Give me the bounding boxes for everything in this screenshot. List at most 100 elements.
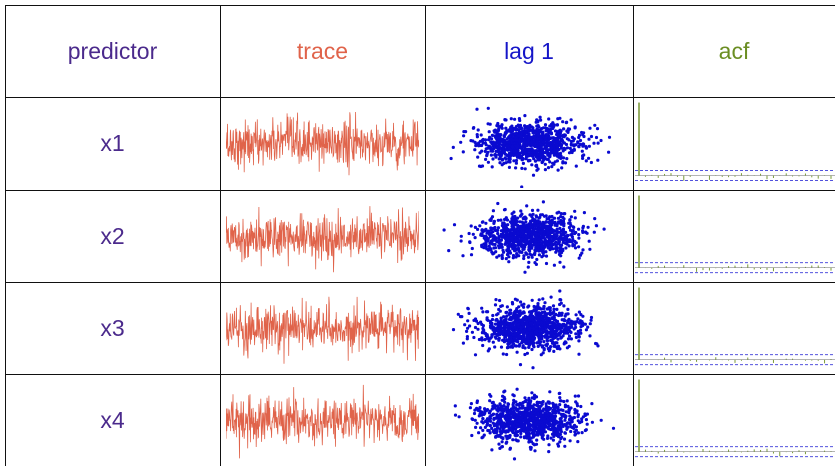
scatter-point [502,390,506,394]
scatter-point [504,225,508,229]
scatter-point [529,335,533,339]
scatter-point [528,326,532,331]
scatter-point [530,236,534,240]
scatter-point [513,229,517,233]
scatter-point [520,185,524,188]
scatter-point [537,407,541,411]
scatter-point [536,208,540,212]
scatter-point [524,317,528,321]
scatter-point [576,413,580,417]
scatter-point [561,238,565,242]
scatter-point [565,399,569,403]
scatter-point [481,141,485,145]
scatter-point [480,245,484,249]
scatter-point [572,415,576,420]
scatter-point [527,413,531,417]
scatter-point [581,324,585,328]
scatter-point [533,231,537,235]
scatter-point [513,325,517,329]
scatter-point [489,239,493,243]
scatter-point [506,251,510,256]
scatter-point [464,130,468,134]
header-trace: trace [296,37,349,64]
scatter-point [566,319,570,323]
scatter-point [489,149,493,153]
scatter-point [491,404,495,408]
scatter-point [495,135,499,139]
scatter-point [492,220,496,224]
scatter-point [447,249,451,253]
scatter-point [539,311,543,315]
scatter-point [531,218,535,223]
scatter-point [535,417,539,421]
scatter-point [589,315,594,320]
scatter-point [547,450,551,454]
scatter-point [535,155,539,160]
scatter-point [509,127,513,131]
scatter-point [574,332,578,336]
scatter-point [508,311,512,315]
scatter-point [599,418,603,422]
scatter-point [549,427,553,432]
scatter-point [519,435,523,439]
scatter-point [461,150,465,154]
scatter-point [553,147,557,152]
scatter-point [558,226,562,230]
scatter-point [498,150,502,154]
scatter-point [538,153,542,157]
scatter-point [475,135,479,139]
scatter-point [543,330,548,334]
scatter-point [466,319,470,323]
scatter-point [484,228,488,232]
scatter-point [532,304,536,309]
scatter-point [544,404,548,408]
scatter-point [518,342,522,347]
scatter-point [456,312,460,316]
scatter-point [500,137,504,141]
scatter-point [515,422,519,426]
scatter-point [527,149,531,153]
scatter-point [497,246,501,250]
scatter-point [490,137,494,141]
scatter-point [568,414,572,418]
scatter-point [545,318,549,322]
scatter-point [510,411,514,415]
scatter-point [559,212,563,216]
scatter-point [576,140,580,144]
scatter-point [477,164,482,168]
scatter-point [555,319,560,323]
scatter-point [554,142,558,147]
scatter-point [523,396,527,400]
scatter-point [561,248,565,253]
scatter-point [514,166,518,170]
scatter-point [499,304,503,308]
trace-plot-x3 [226,296,419,364]
scatter-point [502,404,506,408]
scatter-point [578,142,583,146]
scatter-point [511,253,516,258]
scatter-point [555,307,559,311]
scatter-point [498,446,502,450]
scatter-point [559,437,563,441]
scatter-point [541,126,546,130]
scatter-point [500,440,504,444]
scatter-point [550,165,554,169]
scatter-point [555,159,559,163]
scatter-point [540,243,544,247]
scatter-point [535,257,539,262]
scatter-point [481,343,485,348]
scatter-point [550,146,554,150]
scatter-point [494,250,498,254]
scatter-point [531,319,535,323]
scatter-point [470,433,474,438]
scatter-point [544,214,548,218]
scatter-point [534,120,538,124]
scatter-point [569,337,573,341]
scatter-point [537,341,541,345]
scatter-point [588,334,592,338]
scatter-point [449,156,453,161]
scatter-point [532,341,536,345]
scatter-point [539,432,543,436]
scatter-point [558,347,562,351]
scatter-point [512,127,517,131]
